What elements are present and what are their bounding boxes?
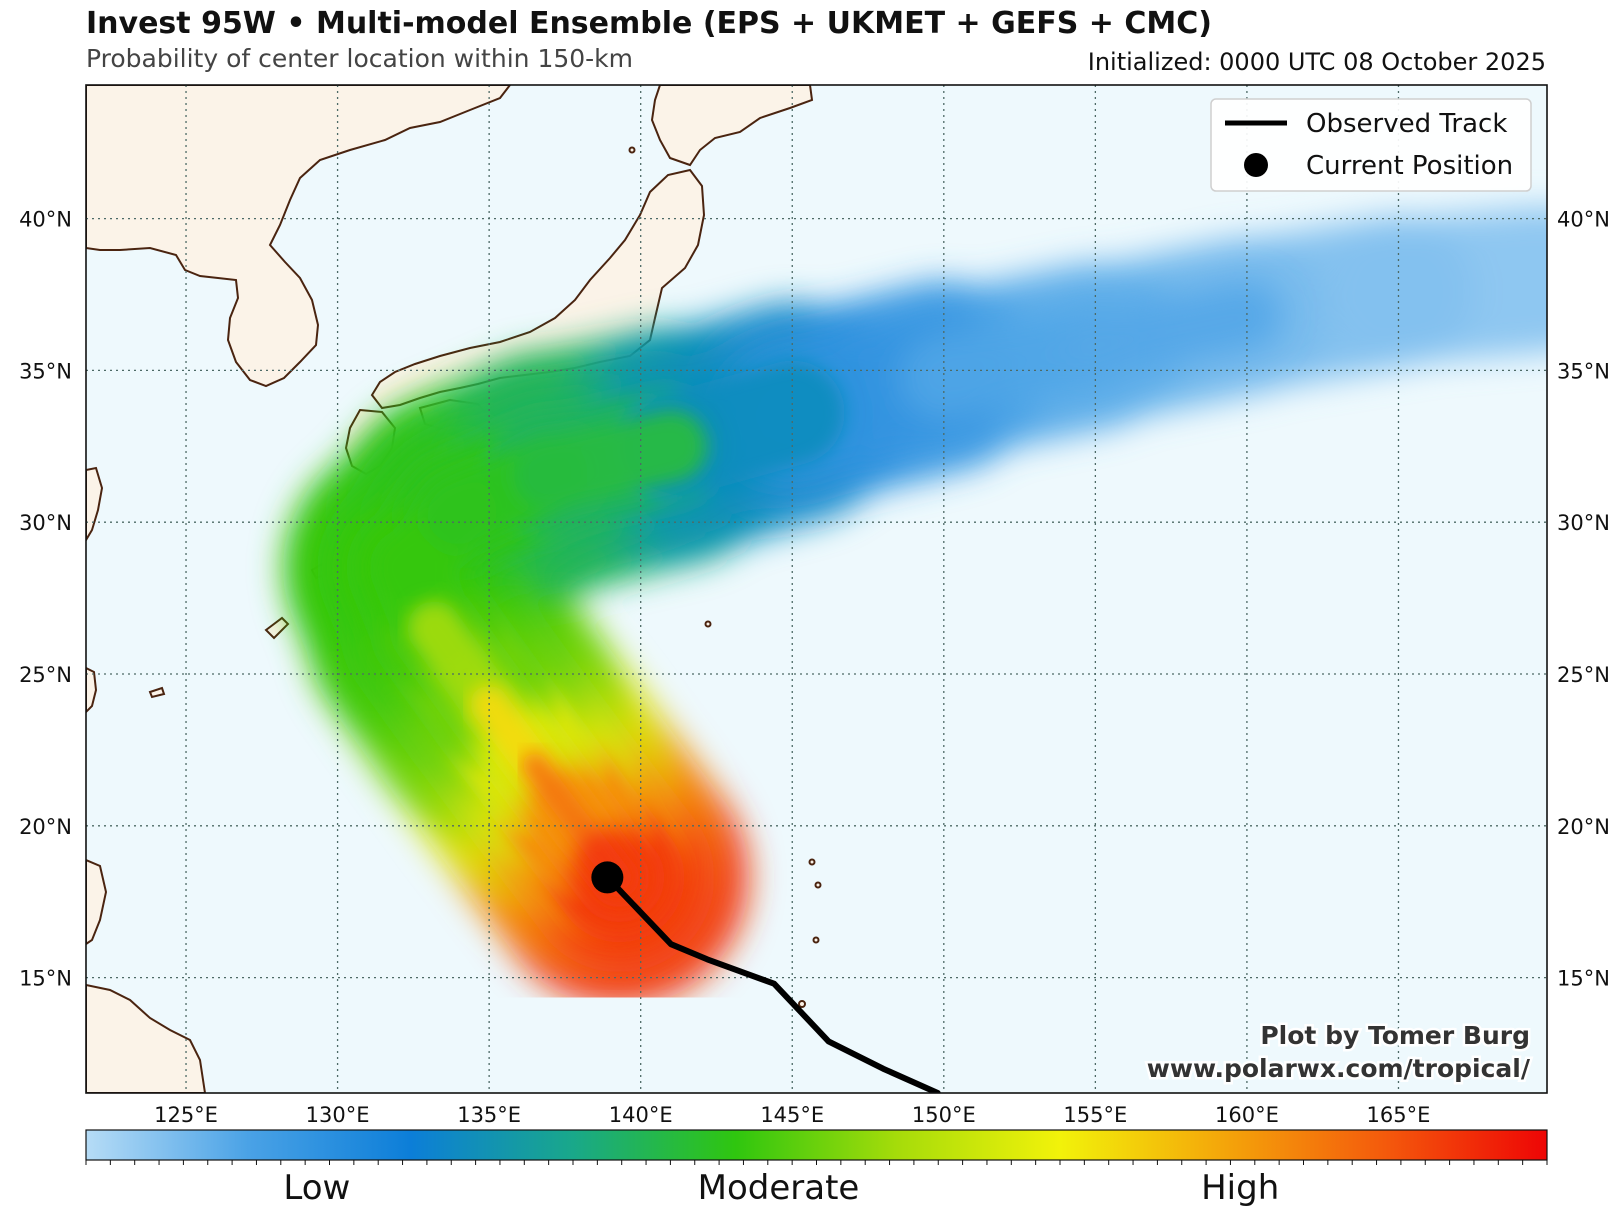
legend: Observed Track Current Position [1210, 98, 1532, 192]
legend-position-swatch [1244, 153, 1268, 177]
land-taiwan [86, 666, 98, 714]
lon-label: 125°E [154, 1103, 218, 1127]
land-hokkaido [650, 85, 814, 167]
lat-label-right: 20°N [1557, 815, 1610, 839]
lon-label: 155°E [1063, 1103, 1127, 1127]
legend-box [1210, 98, 1532, 192]
legend-current-position: Current Position [1306, 151, 1513, 181]
chart-title: Invest 95W • Multi-model Ensemble (EPS +… [86, 6, 1212, 41]
lat-label-right: 25°N [1557, 663, 1610, 687]
lon-label: 140°E [609, 1103, 673, 1127]
lat-label-left: 40°N [19, 208, 72, 232]
axis-labels: 40°N 40°N 35°N 35°N 30°N 30°N 25°N 25°N 20°N 20°N… [19, 208, 1610, 1127]
land-china-coast [86, 466, 104, 542]
lat-label-left: 30°N [19, 511, 72, 535]
land-islet-1 [808, 858, 816, 866]
lon-label: 165°E [1367, 1103, 1431, 1127]
land-luzon [86, 858, 108, 946]
lat-label-right: 35°N [1557, 359, 1610, 383]
land-okinawa [264, 616, 290, 640]
land-islet-6 [628, 146, 636, 154]
observed-track-line [604, 874, 941, 1093]
init-time: Initialized: 0000 UTC 08 October 2025 [1087, 48, 1546, 76]
lat-label-right: 40°N [1557, 208, 1610, 232]
credit-line-2: www.polarwx.com/tropical/ [1147, 1054, 1531, 1083]
colorbar-label-high: High [1201, 1168, 1280, 1208]
land-islet-4 [798, 1000, 806, 1008]
lat-label-left: 25°N [19, 663, 72, 687]
probability-segment [1060, 280, 1282, 381]
lon-label: 135°E [457, 1103, 521, 1127]
land-islet-5 [704, 620, 712, 628]
colorbar-label-moderate: Moderate [697, 1168, 860, 1208]
land-ryukyu-3 [148, 686, 166, 699]
lat-label-left: 15°N [19, 967, 72, 991]
probability-segment [522, 752, 593, 839]
legend-observed-track: Observed Track [1306, 109, 1507, 139]
land-asia [86, 85, 512, 388]
colorbar-ticks [85, 1160, 1548, 1165]
land-islet-3 [812, 936, 820, 944]
credit-line-1: Plot by Tomer Burg [1260, 1021, 1530, 1050]
lat-label-left: 35°N [19, 359, 72, 383]
land-islet-2 [814, 881, 822, 889]
lon-label: 130°E [306, 1103, 370, 1127]
lon-label: 150°E [912, 1103, 976, 1127]
lat-label-right: 30°N [1557, 511, 1610, 535]
probability-segment [470, 685, 554, 785]
lat-label-right: 15°N [1557, 967, 1610, 991]
lon-label: 145°E [760, 1103, 824, 1127]
land-philippines [86, 983, 207, 1093]
probability-segment [1325, 206, 1547, 365]
chart-subtitle: Probability of center location within 15… [86, 44, 634, 73]
colorbar-label-low: Low [283, 1168, 351, 1208]
track-layer [591, 861, 941, 1093]
graticule [86, 85, 1547, 1093]
probability-segment [513, 410, 707, 510]
lon-label: 160°E [1215, 1103, 1279, 1127]
lat-label-left: 20°N [19, 815, 72, 839]
current-position-marker [591, 861, 624, 894]
map-frame [85, 84, 1548, 1094]
colorbar [85, 1129, 1548, 1161]
